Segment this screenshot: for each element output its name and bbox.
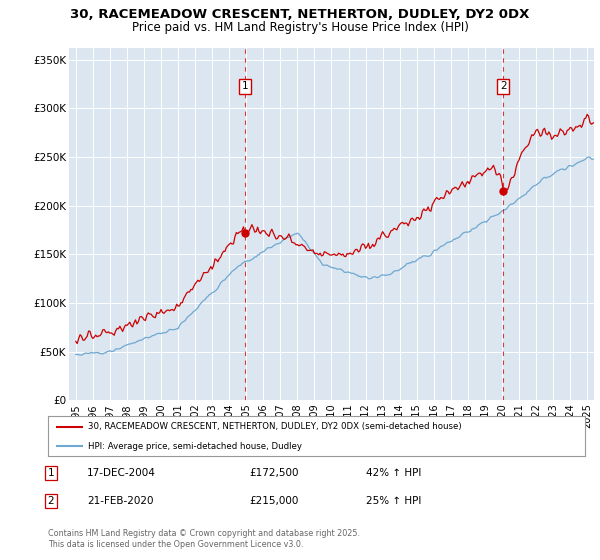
Text: 21-FEB-2020: 21-FEB-2020 (87, 496, 154, 506)
Text: 30, RACEMEADOW CRESCENT, NETHERTON, DUDLEY, DY2 0DX: 30, RACEMEADOW CRESCENT, NETHERTON, DUDL… (70, 8, 530, 21)
Text: 2: 2 (47, 496, 55, 506)
Text: £172,500: £172,500 (249, 468, 299, 478)
Text: 1: 1 (242, 81, 248, 91)
Text: 42% ↑ HPI: 42% ↑ HPI (366, 468, 421, 478)
Text: 25% ↑ HPI: 25% ↑ HPI (366, 496, 421, 506)
Text: 1: 1 (47, 468, 55, 478)
Text: HPI: Average price, semi-detached house, Dudley: HPI: Average price, semi-detached house,… (88, 442, 302, 451)
Text: £215,000: £215,000 (249, 496, 298, 506)
Text: 2: 2 (500, 81, 506, 91)
Text: Contains HM Land Registry data © Crown copyright and database right 2025.
This d: Contains HM Land Registry data © Crown c… (48, 529, 360, 549)
Text: Price paid vs. HM Land Registry's House Price Index (HPI): Price paid vs. HM Land Registry's House … (131, 21, 469, 34)
Text: 17-DEC-2004: 17-DEC-2004 (87, 468, 156, 478)
Text: 30, RACEMEADOW CRESCENT, NETHERTON, DUDLEY, DY2 0DX (semi-detached house): 30, RACEMEADOW CRESCENT, NETHERTON, DUDL… (88, 422, 462, 431)
